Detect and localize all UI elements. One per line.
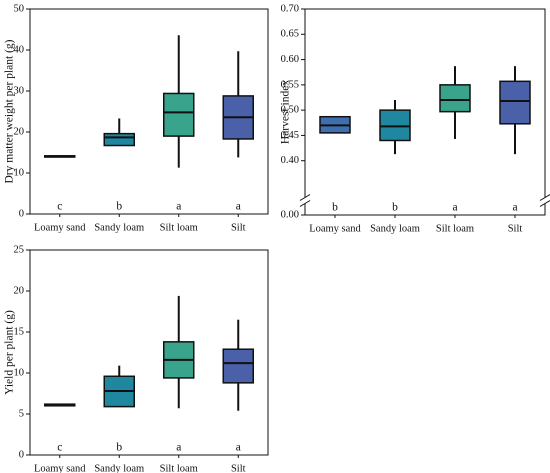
y-axis-label: Yield per plant (g) bbox=[4, 310, 16, 395]
box bbox=[439, 84, 471, 113]
y-tick-label: 0.00 bbox=[281, 209, 299, 220]
plot-frame bbox=[304, 8, 546, 216]
y-tick-label: 5 bbox=[19, 408, 24, 419]
significance-letter: a bbox=[452, 202, 457, 214]
significance-letter: b bbox=[116, 201, 122, 213]
x-tick-label: Sandy loam bbox=[94, 222, 144, 233]
significance-letter: c bbox=[57, 442, 62, 454]
box bbox=[103, 132, 135, 147]
significance-letter: a bbox=[512, 202, 517, 214]
y-tick-label: 25 bbox=[14, 244, 25, 255]
y-tick-label: 50 bbox=[14, 3, 25, 14]
significance-letter: a bbox=[176, 442, 181, 454]
axis-break-mark bbox=[539, 194, 550, 201]
significance-letter: b bbox=[116, 442, 122, 454]
significance-letter: a bbox=[176, 201, 181, 213]
box bbox=[499, 80, 531, 125]
x-tick-label: Silt bbox=[231, 222, 246, 233]
y-axis-label: Harvest index bbox=[280, 80, 292, 144]
x-tick-label: Loamy sand bbox=[34, 222, 86, 233]
box bbox=[163, 92, 195, 137]
plot-frame bbox=[29, 8, 269, 215]
x-tick-label: Silt loam bbox=[160, 463, 198, 473]
y-tick-label: 0.70 bbox=[281, 3, 299, 14]
axis-break-gap bbox=[539, 197, 550, 204]
y-tick-label: 0.45 bbox=[281, 130, 299, 141]
significance-letter: b bbox=[332, 202, 338, 214]
axis-break-gap bbox=[299, 197, 311, 204]
x-tick-label: Silt bbox=[508, 223, 523, 234]
axis-break-mark bbox=[299, 194, 311, 201]
x-tick-label: Silt loam bbox=[160, 222, 198, 233]
y-tick-label: 0 bbox=[19, 449, 24, 460]
axis-break-mark bbox=[539, 200, 550, 207]
y-tick-label: 20 bbox=[14, 126, 25, 137]
y-tick-label: 0.55 bbox=[281, 79, 299, 90]
y-tick-label: 40 bbox=[14, 44, 25, 55]
significance-letter: b bbox=[392, 202, 398, 214]
x-tick-label: Sandy loam bbox=[370, 223, 420, 234]
x-tick-label: Sandy loam bbox=[94, 463, 144, 473]
x-tick-label: Loamy sand bbox=[309, 223, 361, 234]
y-tick-label: 0.50 bbox=[281, 105, 299, 116]
y-tick-label: 10 bbox=[14, 167, 25, 178]
y-tick-label: 0.60 bbox=[281, 54, 299, 65]
axis-break-mark bbox=[299, 200, 311, 207]
x-tick-label: Silt loam bbox=[436, 223, 474, 234]
y-tick-label: 10 bbox=[14, 367, 25, 378]
y-tick-label: 0 bbox=[19, 208, 24, 219]
y-tick-label: 20 bbox=[14, 285, 25, 296]
x-tick-label: Silt bbox=[231, 463, 246, 473]
significance-letter: a bbox=[236, 201, 241, 213]
box bbox=[222, 348, 254, 384]
box bbox=[379, 109, 411, 142]
y-tick-label: 0.40 bbox=[281, 155, 299, 166]
plot-frame bbox=[29, 249, 269, 456]
y-tick-label: 30 bbox=[14, 85, 25, 96]
significance-letter: c bbox=[57, 201, 62, 213]
y-tick-label: 0.65 bbox=[281, 29, 299, 40]
x-tick-label: Loamy sand bbox=[34, 463, 86, 473]
significance-letter: a bbox=[236, 442, 241, 454]
y-tick-label: 15 bbox=[14, 326, 25, 337]
y-axis-label: Dry matter weight per plant (g) bbox=[4, 39, 16, 183]
